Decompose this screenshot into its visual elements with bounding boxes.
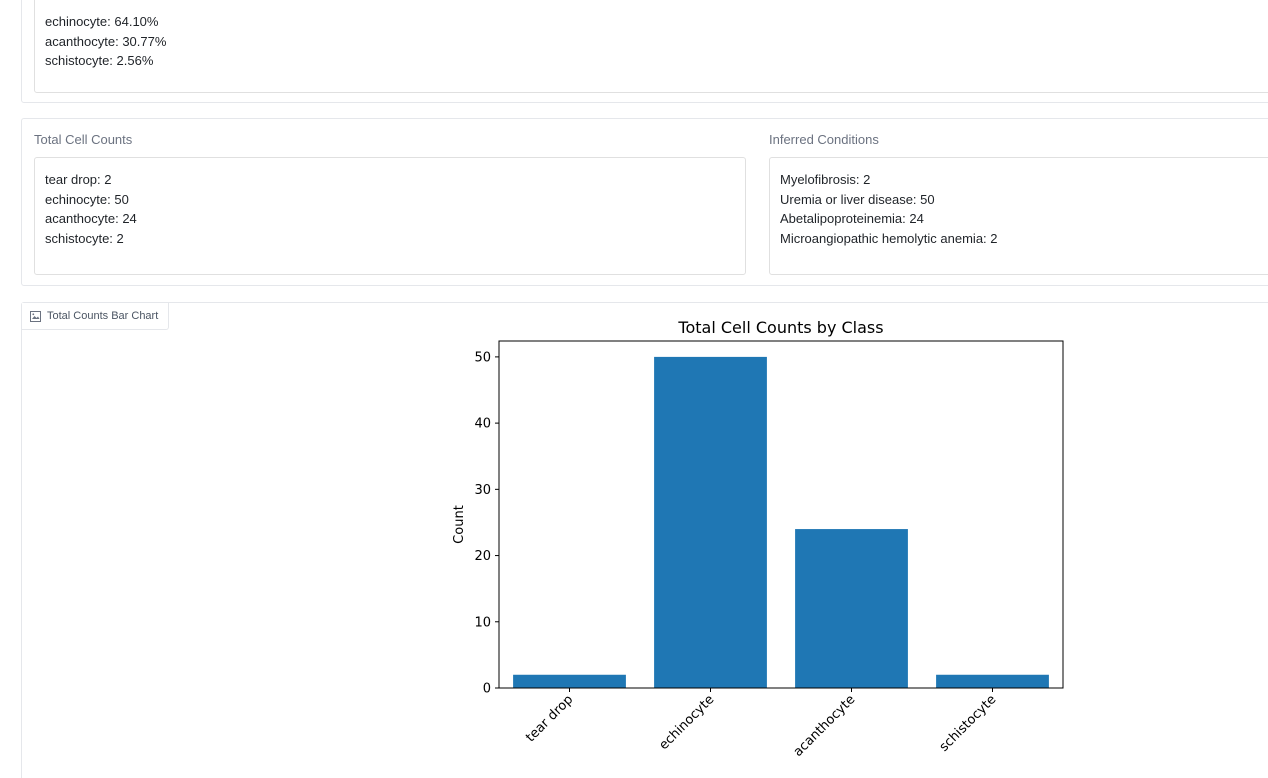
x-tick-label: tear drop xyxy=(523,692,576,745)
condition-line: Microangiopathic hemolytic anemia: 2 xyxy=(780,230,998,246)
bar-acanthocyte xyxy=(795,529,908,688)
x-tick-label: acanthocyte xyxy=(791,692,859,760)
bar-schistocyte xyxy=(936,674,1049,688)
x-tick-label: echinocyte xyxy=(656,692,717,753)
total-counts-box: tear drop: 2 echinocyte: 50 acanthocyte:… xyxy=(34,157,746,275)
y-tick-label: 40 xyxy=(474,417,491,432)
condition-line: Abetalipoproteinemia: 24 xyxy=(780,211,924,227)
inferred-conditions-lines: Myelofibrosis: 2 Uremia or liver disease… xyxy=(780,170,998,248)
y-tick-label: 30 xyxy=(474,483,491,498)
chart-tab[interactable]: Total Counts Bar Chart xyxy=(22,303,170,330)
chart-title: Total Cell Counts by Class xyxy=(677,318,883,337)
chart-section: Total Cell Counts by Class 0 10 20 30 40 50 tea… xyxy=(21,302,1268,778)
y-tick-label: 50 xyxy=(474,350,491,365)
y-tick-label: 0 xyxy=(483,682,491,697)
x-tick-label: schistocyte xyxy=(937,692,1000,755)
plot-frame xyxy=(498,340,1064,689)
percentage-line: echinocyte: 64.10% xyxy=(45,14,159,29)
condition-line: Uremia or liver disease: 50 xyxy=(780,191,935,207)
count-line: schistocyte: 2 xyxy=(45,230,124,246)
percentages-box: echinocyte: 64.10% acanthocyte: 30.77% s… xyxy=(34,0,1268,93)
image-icon xyxy=(30,310,41,322)
count-line: acanthocyte: 24 xyxy=(45,211,137,227)
counts-conditions-section: Total Cell Counts tear drop: 2 echinocyt… xyxy=(21,118,1268,286)
inferred-conditions-box: Myelofibrosis: 2 Uremia or liver disease… xyxy=(769,157,1268,275)
chart-tab-label: Total Counts Bar Chart xyxy=(47,310,159,322)
y-tick-label: 20 xyxy=(474,549,491,564)
total-counts-lines: tear drop: 2 echinocyte: 50 acanthocyte:… xyxy=(45,170,137,248)
bar-chart: Total Cell Counts by Class 0 10 20 30 40 50 tea… xyxy=(452,318,1064,760)
total-counts-label: Total Cell Counts xyxy=(34,132,133,147)
percentages-lines: echinocyte: 64.10% acanthocyte: 30.77% s… xyxy=(45,12,166,71)
percentages-section: echinocyte: 64.10% acanthocyte: 30.77% s… xyxy=(21,0,1268,103)
bar-echinocyte xyxy=(654,356,767,688)
percentage-line: acanthocyte: 30.77% xyxy=(45,33,167,49)
condition-line: Myelofibrosis: 2 xyxy=(780,172,871,187)
y-tick-label: 10 xyxy=(474,615,491,630)
percentage-line: schistocyte: 2.56% xyxy=(45,53,154,69)
count-line: tear drop: 2 xyxy=(45,172,112,187)
y-axis-label: Count xyxy=(452,505,467,544)
count-line: echinocyte: 50 xyxy=(45,191,129,207)
inferred-conditions-label: Inferred Conditions xyxy=(769,132,879,147)
bar-tear-drop xyxy=(513,674,626,688)
